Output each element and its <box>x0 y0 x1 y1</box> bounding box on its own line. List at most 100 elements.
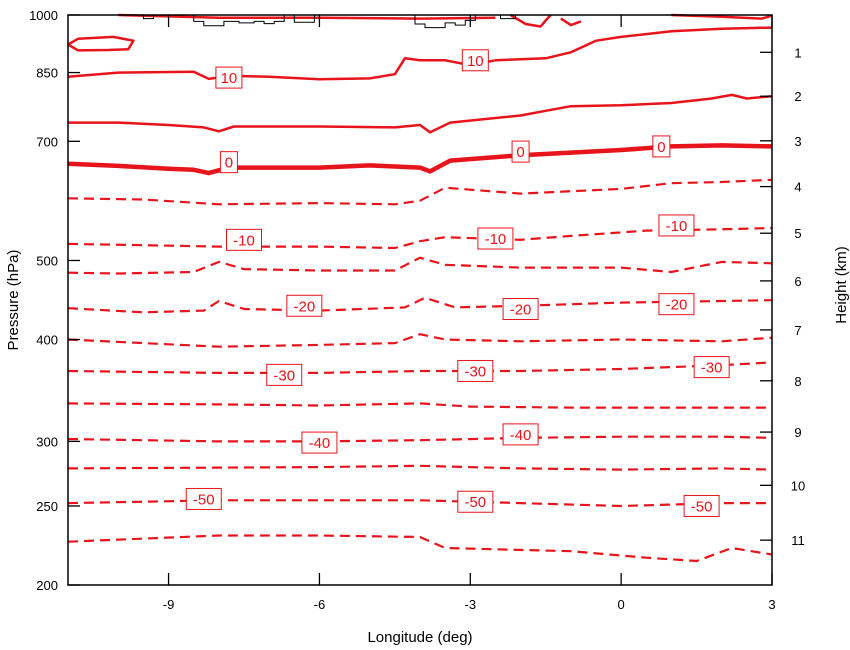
contour-line-m15 <box>67 256 773 275</box>
contour-line-15 <box>560 17 582 27</box>
contour-label-text: -50 <box>691 498 713 515</box>
contour-label-box <box>266 363 303 386</box>
y2-tick-label: 6 <box>794 274 801 289</box>
contour-label-text: 0 <box>516 144 524 161</box>
contour-line-m5 <box>67 178 773 206</box>
contour-label-box <box>502 297 539 320</box>
contour-line-m40 <box>67 435 773 443</box>
y2-tick-label: 8 <box>794 374 801 389</box>
y2-tick-label: 10 <box>791 478 805 493</box>
contour-label-text: -10 <box>485 231 507 248</box>
contour-labels: -50 -50 -50 -40 -40 -30 -30 -30 -20 -20 -20 -10 -10 -… <box>185 49 730 517</box>
contour-label-box <box>457 359 494 382</box>
contour-label-text: -30 <box>273 367 295 384</box>
contour-label-text: -10 <box>666 218 688 235</box>
contour-label-box <box>461 49 489 72</box>
contour-label: -40 <box>301 431 338 454</box>
contour-label: 10 <box>461 49 489 72</box>
contour-label: -10 <box>226 228 262 251</box>
y-tick-label: 400 <box>36 333 58 348</box>
contour-line-5 <box>68 93 773 134</box>
contour-line-0 <box>67 143 773 176</box>
x-tick-label: -9 <box>163 597 175 612</box>
contour-label: 0 <box>511 140 530 163</box>
contour-line-15 <box>509 13 552 28</box>
contour-line-m55 <box>67 534 773 563</box>
contour-label-text: -40 <box>510 427 532 444</box>
axes: -9 -6 -3 0 310008507005004003002502001234567… <box>29 8 805 612</box>
contour-line-m35 <box>67 402 772 409</box>
contour-label-text: -50 <box>464 494 486 511</box>
contour-label: -20 <box>286 294 323 317</box>
y-tick-label: 700 <box>36 134 58 149</box>
contour-label: 10 <box>215 66 243 89</box>
contour-label-text: 10 <box>221 70 238 87</box>
y-tick-label: 500 <box>36 253 58 268</box>
contour-label-box <box>286 294 323 317</box>
contour-label-box <box>477 227 514 250</box>
x-axis-title: Longitude (deg) <box>367 629 472 646</box>
x-tick-label: -6 <box>314 597 326 612</box>
contour-label-text: -20 <box>293 298 315 315</box>
contour-line-m25 <box>67 333 773 348</box>
contour-label-text: -30 <box>701 360 723 377</box>
contour-line-15 <box>671 13 773 20</box>
contour-label-text: 0 <box>225 155 233 172</box>
contour-label-text: -30 <box>464 363 486 380</box>
contour-label-box <box>185 487 222 510</box>
y-tick-label: 250 <box>36 499 58 514</box>
contour-label-text: 10 <box>467 53 484 70</box>
y2-tick-label: 4 <box>794 180 801 195</box>
y2-tick-label: 11 <box>791 533 805 548</box>
contour-label: -50 <box>457 490 494 513</box>
y2-tick-label: 2 <box>794 89 801 104</box>
y-tick-label: 1000 <box>29 8 58 23</box>
y2-tick-label: 9 <box>794 425 801 440</box>
contour-label: -20 <box>502 297 539 320</box>
contour-label: -30 <box>266 363 303 386</box>
contour-label-text: -20 <box>510 301 532 318</box>
x-tick-label: 3 <box>768 597 775 612</box>
contour-label-box <box>226 228 262 251</box>
y-tick-label: 850 <box>36 66 58 81</box>
contour-label: -20 <box>658 293 695 316</box>
contour-label: -50 <box>683 494 720 517</box>
contour-label: 0 <box>652 135 671 158</box>
contour-label-box <box>652 135 671 158</box>
contour-label: -30 <box>693 356 730 379</box>
contour-label: -50 <box>185 487 222 510</box>
y-tick-label: 300 <box>36 434 58 449</box>
contour-label-text: 0 <box>657 139 665 156</box>
y-tick-label: 200 <box>36 578 58 593</box>
contour-label-box <box>215 66 243 89</box>
contour-line-m20 <box>67 296 773 314</box>
y2-tick-label: 1 <box>794 45 801 60</box>
contour-label-box <box>301 431 338 454</box>
contour-label-text: -50 <box>193 491 215 508</box>
y2-axis-title: Height (km) <box>833 246 850 324</box>
contour-label-box <box>658 293 695 316</box>
contour-label: -10 <box>477 227 514 250</box>
x-tick-label: 0 <box>618 597 625 612</box>
contour-line-15 <box>67 35 135 52</box>
contour-label-box <box>457 490 494 513</box>
x-tick-label: -3 <box>465 597 477 612</box>
contour-label-text: -40 <box>309 435 331 452</box>
contour-label: -10 <box>658 214 695 237</box>
contour-label-text: -20 <box>666 297 688 314</box>
y-axis-title: Pressure (hPa) <box>5 250 22 351</box>
y2-tick-label: 7 <box>794 323 801 338</box>
contour-label-box <box>693 356 730 379</box>
contour-label-box <box>219 151 238 174</box>
contour-label-box <box>511 140 530 163</box>
contour-label-text: -10 <box>233 232 255 249</box>
contour-label-box <box>502 423 539 446</box>
y2-tick-label: 5 <box>794 226 801 241</box>
contour-label: -40 <box>502 423 539 446</box>
contour-label-box <box>683 494 720 517</box>
contour-line-m45 <box>67 464 773 471</box>
contour-label: 0 <box>219 151 238 174</box>
